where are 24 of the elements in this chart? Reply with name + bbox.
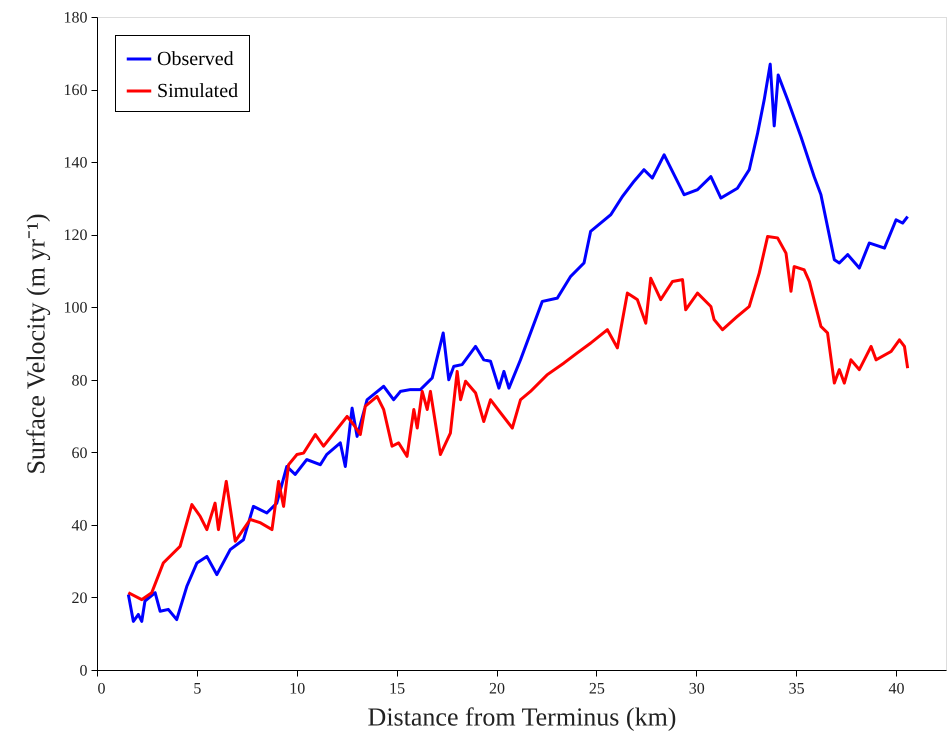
x-tick-label: 20	[489, 680, 506, 698]
x-tick-label: 30	[688, 680, 705, 698]
y-tick-label: 60	[72, 444, 88, 462]
x-tick-label: 40	[888, 680, 905, 698]
x-tick-label: 35	[788, 680, 805, 698]
x-tick-label: 5	[193, 680, 202, 698]
x-tick-label: 15	[389, 680, 406, 698]
line-series	[126, 234, 910, 602]
x-tick-label: 0	[98, 680, 106, 698]
x-tick-label: 25	[588, 680, 605, 698]
y-tick-label: 0	[80, 662, 88, 680]
y-tick-label: 40	[72, 517, 88, 534]
y-tick-label: 140	[64, 154, 88, 172]
y-tick-label: 80	[72, 372, 88, 390]
y-tick-label: 20	[72, 590, 88, 607]
y-axis-title: Surface Velocity (m yr⁻¹)	[22, 213, 50, 475]
y-tick-label: 180	[64, 10, 88, 26]
y-tick-label: 100	[64, 300, 88, 317]
y-tick-label: 120	[64, 227, 88, 244]
y-tick-label: 160	[64, 82, 88, 100]
x-axis-title: Distance from Terminus (km)	[368, 702, 676, 732]
x-tick-label: 10	[289, 680, 306, 698]
legend-label: Observed	[157, 48, 234, 70]
legend-label: Simulated	[157, 80, 238, 102]
